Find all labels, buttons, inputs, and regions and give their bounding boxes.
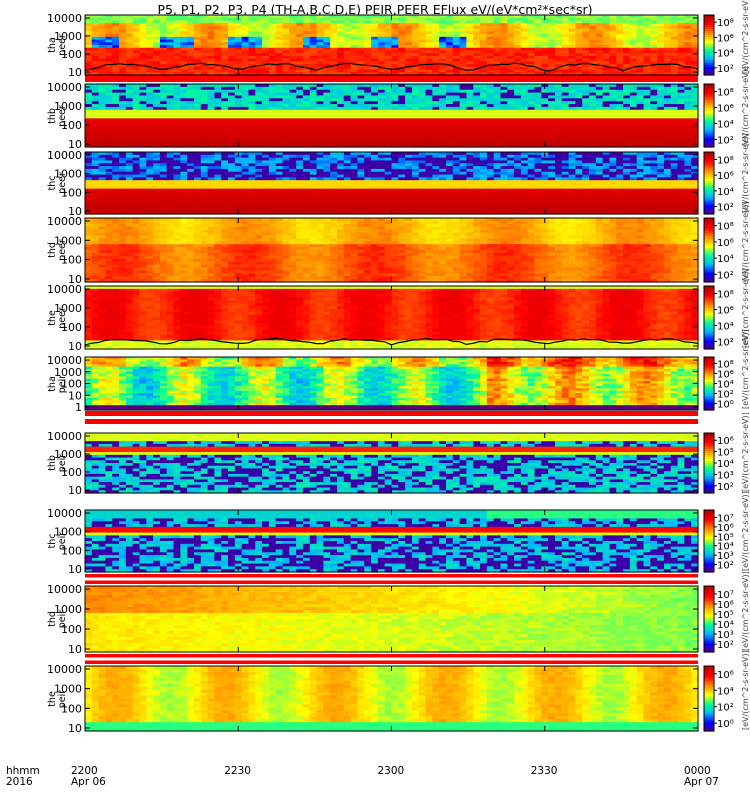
colorbar-tick-label: 10⁴ xyxy=(717,686,734,697)
colorbar-tick-label: 10² xyxy=(717,270,734,281)
colorbar-unit-label: [eV/(cm^2-s-sr-eV)] xyxy=(741,650,750,730)
panel-label-thc-peir: thc peir xyxy=(48,528,68,554)
panel-label-tha-peer: tha peer xyxy=(48,32,68,58)
colorbar-tick-label: 10⁴ xyxy=(717,459,734,470)
y-tick-label: 10000 xyxy=(47,583,82,596)
colorbar-thd-peer xyxy=(704,218,714,283)
colorbar-tick-label: 10⁴ xyxy=(717,187,734,198)
colorbar-thd-peir xyxy=(704,586,714,653)
colorbar-tick-label: 10² xyxy=(717,561,734,572)
panel-thc-peir xyxy=(85,510,699,584)
colorbar-thb-peir xyxy=(704,433,714,494)
colorbar-tick-label: 10⁶ xyxy=(717,238,734,249)
colorbar-tick-label: 10⁴ xyxy=(717,119,734,130)
y-tick-label: 10 xyxy=(68,643,82,656)
colorbar-tick-label: 10⁶ xyxy=(717,171,734,182)
y-tick-label: 10 xyxy=(68,484,82,497)
colorbar-tick-label: 10⁸ xyxy=(717,88,734,99)
x-row2-label: 2016 xyxy=(6,777,33,788)
colorbar-tick-label: 10⁸ xyxy=(717,222,734,233)
colorbar-tick-label: 10² xyxy=(717,703,734,714)
y-tick-label: 10000 xyxy=(47,12,82,25)
colorbar-tick-label: 10⁶ xyxy=(717,436,734,447)
x-tick-date-label: Apr 07 xyxy=(684,777,719,788)
y-tick-label: 10000 xyxy=(47,81,82,94)
panel-label-thb-peer: thb peer xyxy=(48,103,68,129)
colorbar-tick-label: 10⁰ xyxy=(717,400,734,411)
y-tick-label: 10000 xyxy=(47,507,82,520)
panel-thc-peer xyxy=(85,152,699,215)
colorbar-tick-label: 10² xyxy=(717,640,734,651)
panel-label-thb-peir: thb peir xyxy=(48,450,68,476)
panel-label-the-peer: the peer xyxy=(48,305,68,331)
colorbar-the-peer xyxy=(704,286,714,350)
y-tick-label: 10000 xyxy=(47,149,82,162)
y-tick-label: 10000 xyxy=(47,430,82,443)
colorbar-unit-label: [eV/(cm^2-s-sr-eV)] xyxy=(741,491,750,571)
colorbar-the-peir xyxy=(704,666,714,732)
colorbar-tick-label: 10⁵ xyxy=(717,448,734,459)
colorbar-tick-label: 10⁸ xyxy=(717,18,734,29)
panel-label-tha-peir: tha peir xyxy=(48,371,68,397)
colorbar-tick-label: 10⁶ xyxy=(717,670,734,681)
panel-thb-peir xyxy=(85,433,699,494)
x-tick-label: 2300 xyxy=(378,766,405,777)
y-tick-label: 10000 xyxy=(47,215,82,228)
colorbar-tick-label: 10² xyxy=(717,64,734,75)
y-tick-label: 10 xyxy=(68,563,82,576)
colorbar-tick-label: 10⁶ xyxy=(717,306,734,317)
colorbar-thb-peer xyxy=(704,84,714,148)
panel-thd-peer xyxy=(85,218,699,283)
y-tick-label: 1 xyxy=(75,401,82,414)
colorbar-tick-label: 10⁸ xyxy=(717,155,734,166)
colorbar-tick-label: 10² xyxy=(717,337,734,348)
y-tick-label: 10000 xyxy=(47,283,82,296)
colorbar-tick-label: 10⁶ xyxy=(717,104,734,115)
panel-label-thd-peer: thd peer xyxy=(48,237,68,263)
panel-tha-peir xyxy=(85,357,699,424)
colorbar-tick-label: 10⁴ xyxy=(717,254,734,265)
colorbar-tick-label: 10⁰ xyxy=(717,719,734,730)
x-tick-label: 2230 xyxy=(224,766,251,777)
colorbar-unit-label: [eV/(cm^2-s-sr-eV)] xyxy=(741,0,750,74)
colorbar-tick-label: 10² xyxy=(717,203,734,214)
colorbar-tick-label: 10⁴ xyxy=(717,321,734,332)
x-tick-label: 2330 xyxy=(531,766,558,777)
y-tick-label: 10 xyxy=(68,66,82,79)
data-gap-strip xyxy=(85,75,698,82)
y-tick-label: 10 xyxy=(68,722,82,735)
x-tick-date-label: Apr 06 xyxy=(71,777,106,788)
colorbar-unit-label: [eV/(cm^2-s-sr-eV)] xyxy=(741,571,750,651)
panel-the-peer xyxy=(85,286,699,350)
colorbar-unit-label: [eV/(cm^2-s-sr-eV)] xyxy=(741,329,750,409)
panel-label-thd-peir: thd peir xyxy=(48,606,68,632)
colorbar-tick-label: 10³ xyxy=(717,470,734,481)
colorbar-unit-label: [eV/(cm^2-s-sr-eV)] xyxy=(741,412,750,492)
panel-the-peir xyxy=(85,666,699,732)
colorbar-unit-label: [eV/(cm^2-s-sr-eV)] xyxy=(741,133,750,213)
panel-label-thc-peer: thc peer xyxy=(48,170,68,196)
colorbar-tick-label: 10⁶ xyxy=(717,33,734,44)
panel-label-the-peir: the peir xyxy=(48,686,68,712)
colorbar-tha-peir xyxy=(704,357,714,411)
colorbar-tick-label: 10⁴ xyxy=(717,49,734,60)
colorbar-tick-label: 10⁸ xyxy=(717,290,734,301)
y-tick-label: 10000 xyxy=(47,663,82,676)
colorbar-tick-label: 10² xyxy=(717,482,734,493)
colorbar-thc-peir xyxy=(704,510,714,573)
panel-thb-peer xyxy=(85,84,699,148)
colorbar-tick-label: 10² xyxy=(717,135,734,146)
colorbar-thc-peer xyxy=(704,152,714,215)
colorbar-tha-peer xyxy=(704,15,714,76)
y-tick-label: 10 xyxy=(68,340,82,353)
spectrogram-layer xyxy=(85,15,714,732)
